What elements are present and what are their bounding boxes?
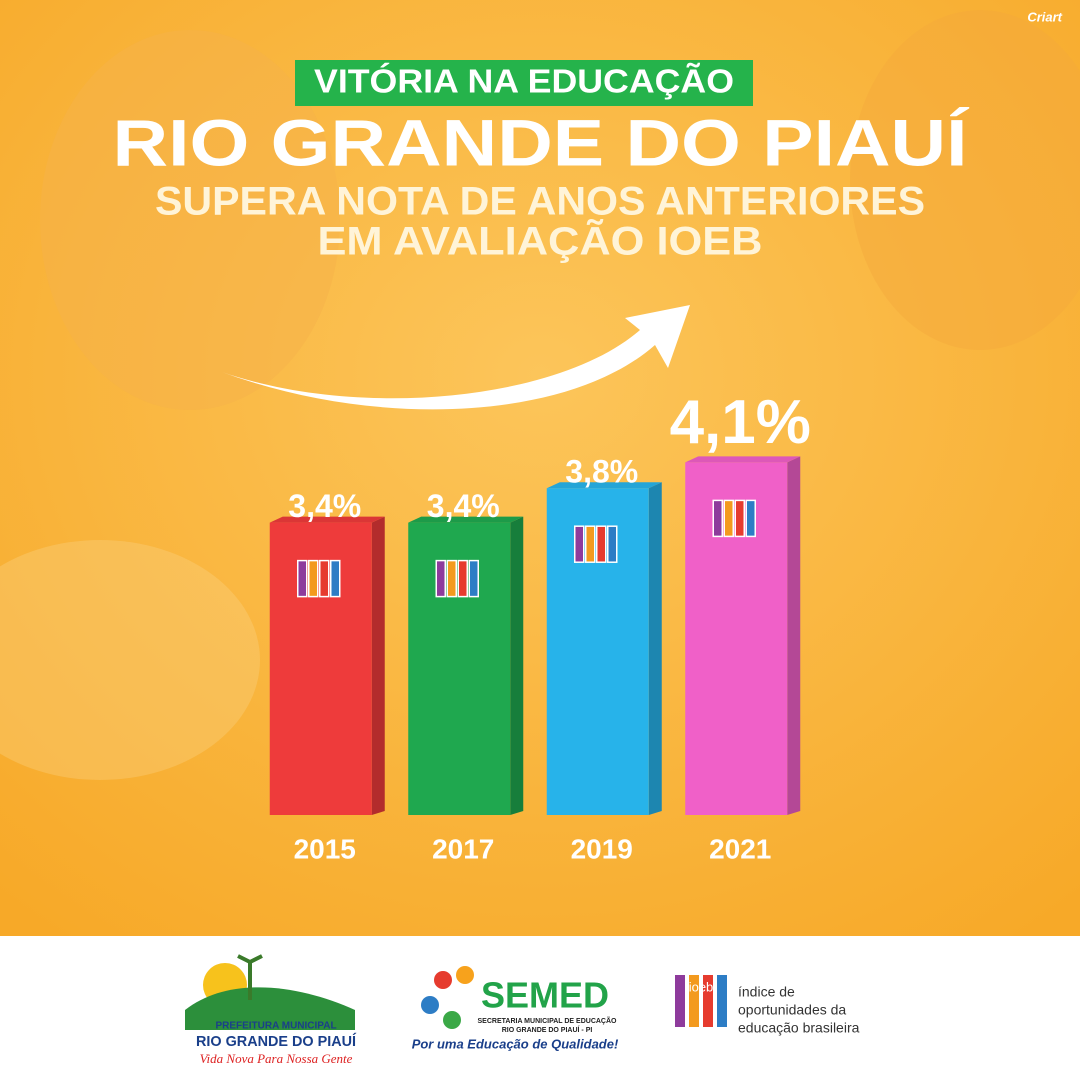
semed-name: SEMED (481, 975, 609, 1016)
subtitle: EM AVALIAÇÃO IOEB (318, 218, 763, 264)
ioeb-logo: ioeb índice de oportunidades da educação… (675, 975, 860, 1036)
figure (443, 1011, 461, 1029)
hill (185, 987, 355, 1030)
ioeb-line: índice de (738, 984, 795, 1000)
x-tick-label: 2017 (432, 833, 494, 864)
value-label: 3,8% (565, 454, 638, 490)
photo-shape (850, 10, 1080, 350)
bar-icon (319, 559, 330, 598)
bar-side (787, 456, 801, 815)
bar-icon (723, 499, 734, 538)
bar-icon (446, 559, 457, 598)
value-label: 3,4% (427, 488, 500, 524)
bar-top (269, 516, 385, 523)
bar-side (371, 516, 385, 815)
badge-text: VITÓRIA NA EDUCAÇÃO (314, 63, 734, 100)
bar-icon (712, 499, 723, 538)
bar-side (648, 482, 662, 815)
bar-icon (468, 559, 479, 598)
x-tick-label: 2015 (294, 833, 356, 864)
bar-side (510, 516, 524, 815)
value-label: 4,1% (670, 388, 811, 457)
badge (295, 60, 753, 106)
semed-logo: SEMED SECRETARIA MUNICIPAL DE EDUCAÇÃO R… (412, 966, 619, 1051)
photo-shape (0, 540, 260, 780)
prefeitura-line2: RIO GRANDE DO PIAUÍ (196, 1033, 357, 1050)
ioeb-line: educação brasileira (738, 1020, 860, 1036)
pencil (689, 975, 699, 1027)
bar-top (408, 516, 524, 523)
bar-icon (607, 525, 618, 563)
bar-icon (574, 525, 585, 563)
bar-icon (308, 559, 319, 598)
bar-icon (734, 499, 745, 538)
x-tick-label: 2021 (709, 833, 771, 864)
semed-slogan: Por uma Educação de Qualidade! (412, 1036, 619, 1051)
arrow (222, 305, 690, 410)
figure (456, 966, 474, 984)
bar-top (546, 482, 662, 489)
palm (237, 954, 263, 1000)
bar-icon (457, 559, 468, 598)
bar-icon (596, 525, 607, 563)
bar-top (685, 456, 801, 463)
prefeitura-slogan: Vida Nova Para Nossa Gente (200, 1051, 353, 1066)
semed-line2: RIO GRANDE DO PIAUÍ - PI (502, 1025, 593, 1034)
ioeb-logo-text: ioeb (689, 979, 714, 994)
prefeitura-line1: PREFEITURA MUNICIPAL (215, 1021, 336, 1032)
figure (434, 971, 452, 989)
figure (421, 996, 439, 1014)
ioeb-line: oportunidades da (738, 1002, 846, 1018)
pencil (703, 975, 713, 1027)
subtitle: SUPERA NOTA DE ANOS ANTERIORES (155, 180, 925, 224)
bar-icon (585, 525, 596, 563)
prefeitura-logo: PREFEITURA MUNICIPAL RIO GRANDE DO PIAUÍ… (185, 954, 357, 1066)
bar-icon (330, 559, 341, 598)
bar-icon (297, 559, 308, 598)
semed-line1: SECRETARIA MUNICIPAL DE EDUCAÇÃO (478, 1016, 618, 1025)
photo-shape (40, 30, 340, 410)
x-tick-label: 2019 (571, 833, 633, 864)
brand: Criart (1027, 9, 1062, 24)
pencil (675, 975, 685, 1027)
value-label: 3,4% (288, 488, 361, 524)
pencil (717, 975, 727, 1027)
bar-icon (745, 499, 756, 538)
chart-title: RIO GRANDE DO PIAUÍ (113, 105, 970, 179)
footer (0, 936, 1080, 1073)
bar-icon (435, 559, 446, 598)
